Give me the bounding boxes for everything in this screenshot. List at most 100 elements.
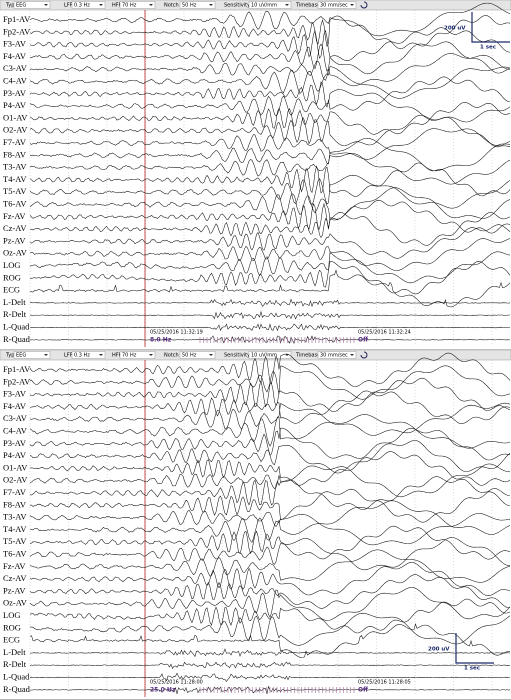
dropdown[interactable] — [179, 351, 216, 359]
scale-amplitude: 200 uV — [428, 647, 450, 653]
dropdown[interactable] — [71, 1, 106, 9]
marker-time: 05/25/2016 11:32:24 — [358, 330, 411, 336]
eeg-trace — [29, 153, 511, 185]
dropdown[interactable] — [119, 351, 156, 359]
eeg-trace — [29, 440, 511, 474]
eeg-trace — [30, 298, 511, 308]
dropdown-arrow — [44, 4, 48, 6]
scale-amplitude: 200 uV — [444, 26, 466, 32]
dropdown-value: EEG — [16, 353, 26, 359]
dropdown[interactable] — [248, 1, 292, 9]
channel-label: Fz-AV — [3, 561, 26, 571]
channel-label: C4-AV — [3, 425, 28, 435]
eeg-trace — [29, 114, 511, 148]
toolbar-label: Type — [5, 3, 17, 9]
channel-label: L-Quad — [3, 321, 30, 331]
eeg-trace — [29, 2, 511, 37]
refresh-icon[interactable] — [360, 351, 368, 359]
marker-rate: Off — [358, 687, 368, 694]
dropdown-arrow — [99, 4, 103, 6]
eeg-trace — [29, 476, 511, 510]
dropdown-value: EEG — [16, 3, 26, 9]
eeg-trace — [29, 612, 511, 646]
eeg-trace — [29, 162, 511, 197]
dropdown-arrow — [350, 4, 354, 6]
dropdown[interactable] — [179, 1, 216, 9]
dropdown-value: 50 Hz — [182, 353, 197, 359]
scale-time: 1 sec — [480, 45, 496, 51]
eeg-trace — [29, 27, 511, 61]
eeg-trace — [29, 598, 511, 634]
channel-label: ECG — [3, 635, 20, 645]
marker-rate: Off — [358, 337, 368, 344]
eeg-trace — [29, 661, 511, 670]
channel-label: Fp1-AV — [3, 364, 31, 374]
channel-label: ECG — [3, 285, 20, 295]
scale-bar — [455, 633, 494, 664]
channel-label: O1-AV — [3, 462, 28, 472]
eeg-trace — [29, 53, 511, 87]
dropdown-arrow — [350, 354, 354, 356]
eeg-trace — [29, 128, 511, 160]
channel-label: P4-AV — [3, 100, 27, 110]
channel-label: T3-AV — [3, 512, 27, 522]
channel-label: O2-AV — [3, 475, 28, 485]
channel-label: F4-AV — [3, 51, 27, 61]
eeg-trace — [29, 377, 511, 412]
dropdown-arrow — [285, 4, 289, 6]
channel-label: R-Delt — [3, 309, 27, 319]
channel-label: LOG — [3, 610, 20, 620]
eeg-trace — [29, 138, 511, 172]
dropdown[interactable] — [119, 1, 156, 9]
channel-label: ROG — [3, 622, 21, 632]
toolbar-label: HFF — [112, 353, 122, 359]
dropdown[interactable] — [13, 1, 51, 9]
dropdown[interactable] — [248, 351, 292, 359]
channel-label: C3-AV — [3, 63, 28, 73]
channel-label: Pz-AV — [3, 585, 26, 595]
channel-label: T6-AV — [3, 198, 27, 208]
channel-label: F3-AV — [3, 39, 27, 49]
dropdown-value: 10 uV/mm — [251, 3, 277, 9]
eeg-trace — [30, 525, 511, 560]
eeg-trace — [29, 672, 510, 682]
dropdown-arrow — [44, 354, 48, 356]
channel-label: R-Delt — [3, 659, 27, 669]
toolbar-label: Type — [5, 353, 17, 359]
dropdown-value: 30 mm/sec — [320, 353, 348, 359]
dropdown[interactable] — [71, 351, 106, 359]
eeg-trace — [29, 323, 511, 332]
toolbar-label: LFF — [64, 353, 73, 359]
eeg-trace — [29, 488, 511, 523]
refresh-icon[interactable] — [360, 1, 368, 9]
marker-rate: 8.0 Hz — [150, 337, 172, 344]
dropdown[interactable] — [317, 351, 357, 359]
dropdown-value: 0.3 Hz — [74, 353, 90, 359]
channel-label: O1-AV — [3, 112, 28, 122]
eeg-trace — [29, 174, 511, 209]
channel-label: T4-AV — [3, 174, 27, 184]
channel-label: F7-AV — [3, 487, 27, 497]
channel-label: T6-AV — [3, 548, 27, 558]
toolbar-label: Notch — [164, 3, 179, 9]
eeg-trace — [29, 587, 511, 621]
eeg-trace — [29, 574, 511, 609]
dropdown[interactable] — [13, 351, 51, 359]
scale-time: 1 sec — [464, 666, 480, 672]
eeg-trace — [29, 251, 511, 284]
eeg-trace — [29, 261, 511, 295]
eeg-trace — [29, 463, 511, 498]
marker-time: 05/25/2016 11:32:19 — [150, 330, 203, 336]
channel-label: L-Delt — [3, 647, 26, 657]
channel-label: R-Quad — [3, 334, 31, 344]
channel-label: Pz-AV — [3, 235, 26, 245]
channel-label: R-Quad — [3, 684, 31, 694]
channel-label: C4-AV — [3, 75, 28, 85]
channel-label: Oz-AV — [3, 248, 28, 258]
dropdown[interactable] — [317, 1, 357, 9]
dropdown-value: 70 Hz — [122, 3, 137, 9]
channel-label: Fz-AV — [3, 211, 26, 221]
eeg-trace — [29, 310, 511, 320]
dropdown-arrow — [209, 354, 213, 356]
